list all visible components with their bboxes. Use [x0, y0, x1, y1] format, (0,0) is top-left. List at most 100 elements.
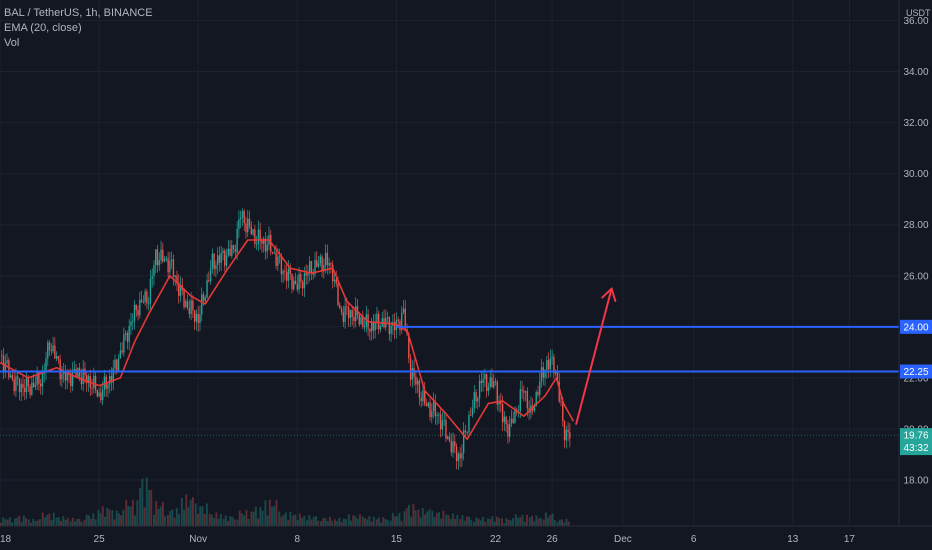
volume-bar	[438, 512, 440, 526]
candle-body	[172, 259, 175, 277]
candle-body	[165, 258, 168, 260]
volume-bar	[544, 512, 547, 526]
volume-bar	[431, 510, 434, 526]
volume-bar	[312, 516, 315, 526]
candle-body	[466, 431, 468, 433]
volume-bar	[317, 520, 320, 526]
time-tick-label: 8	[295, 534, 301, 545]
candle-body	[363, 326, 366, 328]
volume-bar	[468, 516, 471, 526]
candle-body	[149, 278, 152, 304]
volume-bar	[364, 518, 366, 526]
volume-bar	[43, 517, 46, 526]
legend-volume[interactable]: Vol	[4, 37, 20, 49]
volume-bar	[69, 521, 72, 526]
candle-body	[179, 285, 182, 296]
candle-body	[429, 402, 431, 418]
candle-body	[422, 390, 424, 402]
volume-bar	[389, 520, 392, 526]
candle-body	[309, 261, 311, 274]
time-axis-background	[0, 526, 932, 550]
volume-bar	[64, 519, 67, 526]
volume-bar	[306, 520, 309, 526]
volume-bar	[166, 514, 169, 526]
candle-body	[64, 371, 67, 381]
candle-body	[202, 294, 205, 301]
volume-bar	[342, 518, 345, 526]
candle-body	[326, 252, 329, 266]
candle-body	[167, 258, 169, 273]
candle-body	[402, 308, 405, 313]
candle-body	[193, 310, 196, 322]
volume-bar	[493, 521, 496, 526]
volume-bar	[141, 478, 144, 526]
volume-bar	[350, 520, 353, 526]
candle-body	[319, 256, 321, 263]
candle-body	[510, 418, 513, 424]
projection-arrow[interactable]	[575, 287, 617, 425]
candle-body	[424, 390, 426, 404]
candle-body	[491, 377, 493, 388]
candle-body	[560, 401, 562, 403]
volume-bar	[358, 514, 361, 526]
volume-bar	[407, 504, 410, 526]
candle-body	[225, 255, 228, 266]
volume-bar	[345, 519, 347, 526]
legend-symbol[interactable]: BAL / TetherUS, 1h, BINANCE	[4, 7, 153, 19]
volume-bar	[192, 497, 194, 526]
price-tick-label: 34.00	[903, 67, 928, 78]
time-axis[interactable]: 18 25 Nov 8 15 22 26 Dec 6 13 17	[0, 534, 855, 545]
volume-bar	[412, 503, 415, 526]
candle-body	[556, 371, 559, 382]
candle-body	[524, 391, 527, 393]
price-tick-label: 32.00	[903, 118, 928, 129]
volume-bar	[419, 517, 422, 526]
candle-body	[289, 268, 291, 274]
volume-bar	[113, 519, 116, 526]
volume-bar	[233, 519, 236, 526]
volume-bar	[127, 506, 130, 526]
candle-body	[271, 252, 274, 254]
volume-bar	[247, 518, 250, 526]
candle-body	[231, 245, 233, 256]
volume-bar	[117, 513, 120, 526]
volume-bar	[470, 519, 473, 526]
volume-bar	[183, 509, 186, 526]
legend-indicator[interactable]: EMA (20, close)	[4, 22, 82, 34]
candle-body	[121, 350, 123, 353]
candle-body	[487, 386, 490, 392]
candle-body	[13, 379, 15, 392]
time-tick-label: 18	[0, 534, 12, 545]
volume-bar	[250, 511, 253, 526]
candle-body	[455, 446, 458, 462]
candle-body	[567, 429, 569, 433]
current-price-label-bg	[900, 428, 932, 456]
volume-bar	[403, 511, 406, 526]
candle-body	[208, 280, 210, 282]
volume-bar	[143, 507, 146, 526]
volume-bar	[173, 517, 176, 526]
candle-body	[471, 408, 474, 416]
volume-bar	[514, 514, 517, 526]
candle-body	[170, 259, 173, 262]
volume-bar	[150, 489, 153, 526]
volume-bar	[74, 521, 76, 526]
horizontal-levels[interactable]	[0, 325, 899, 436]
volume-bar	[282, 514, 285, 526]
volume-bar	[66, 517, 69, 526]
volume-bar	[178, 514, 181, 526]
candle-body	[485, 374, 488, 392]
volume-bar	[252, 511, 255, 526]
volume-bar	[356, 518, 359, 526]
candle-body	[408, 333, 410, 359]
candle-body	[549, 358, 552, 370]
volume-bar	[338, 517, 341, 526]
time-tick-label: Dec	[614, 534, 632, 545]
candle-body	[63, 371, 65, 374]
volume-bar	[227, 521, 230, 526]
volume-bar	[463, 520, 466, 526]
candle-body	[521, 389, 523, 391]
volume-bar	[125, 499, 128, 526]
bar-countdown-label: 43:32	[903, 443, 928, 454]
